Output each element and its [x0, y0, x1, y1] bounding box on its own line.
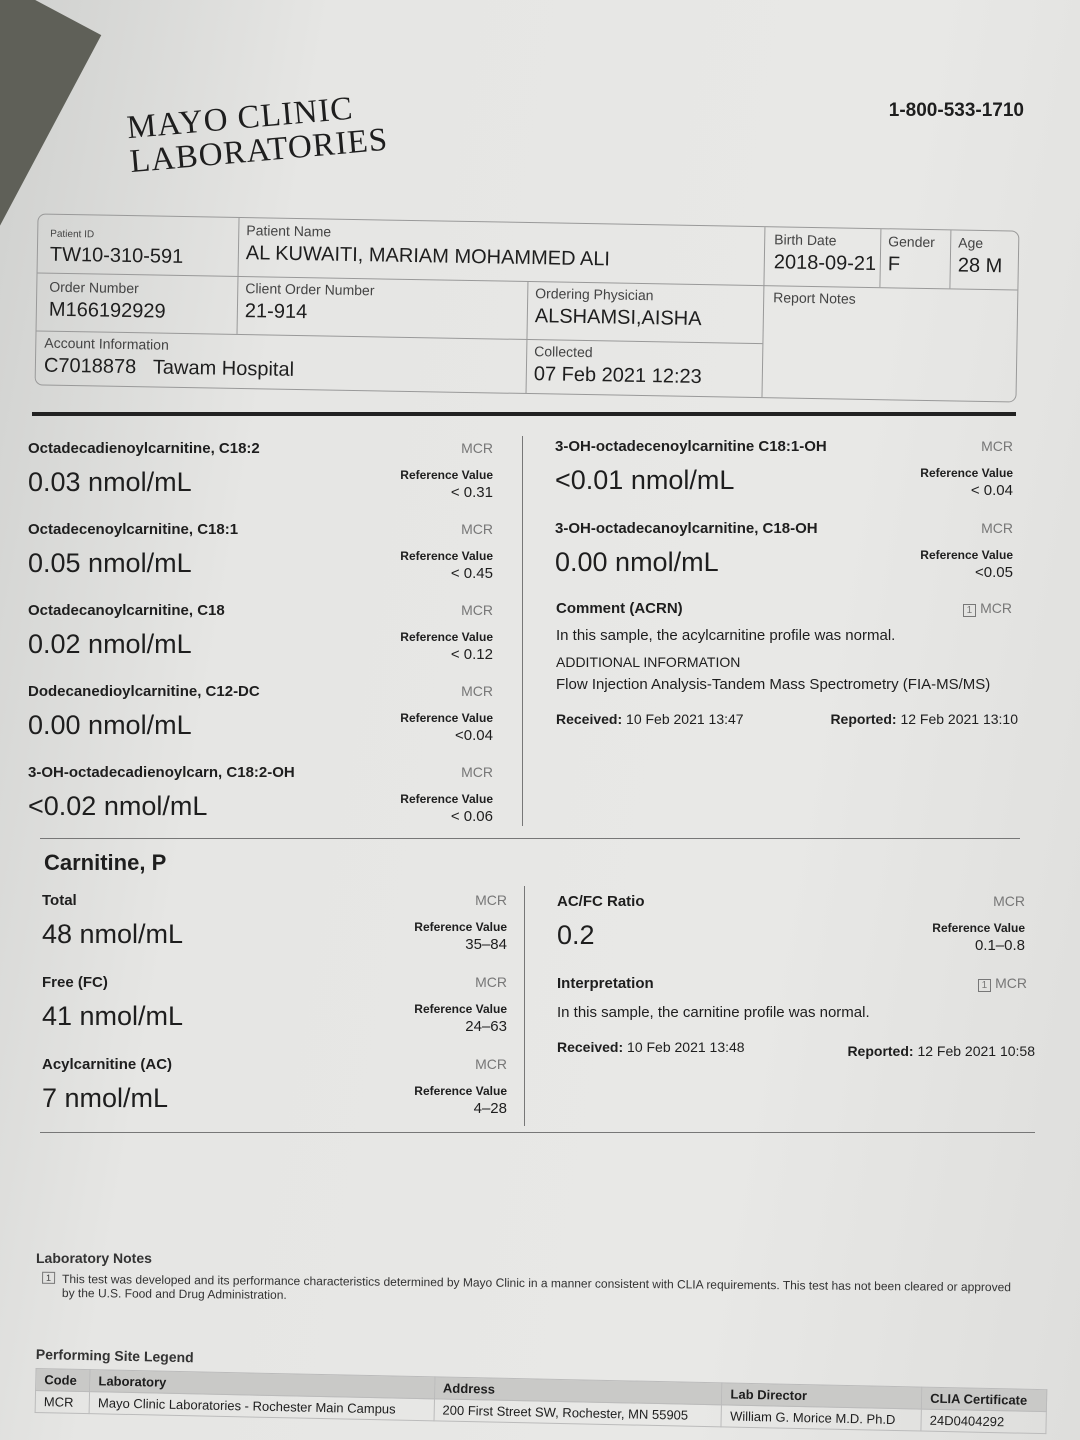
mayo-logo: MAYO CLINIC LABORATORIES [125, 90, 390, 181]
ordering-physician: ALSHAMSI,AISHA [534, 305, 702, 331]
phone-number: 1-800-533-1710 [888, 100, 1024, 121]
result-ac-fc-ratio: AC/FC Ratio 0.2 MCR Reference Value 0.1–… [557, 893, 1025, 954]
report-notes-label: Report Notes [773, 289, 856, 307]
account-info: C7018878 Tawam Hospital [43, 354, 295, 381]
performing-site-legend: Performing Site Legend Code Laboratory Add… [35, 1346, 1048, 1434]
column-divider [522, 436, 523, 826]
result-item: 3-OH-octadecenoylcarnitine C18:1-OH <0.0… [555, 438, 1013, 499]
result-item: Dodecanedioylcarnitine, C12-DC 0.00 nmol… [28, 683, 493, 744]
section-rule [32, 412, 1016, 416]
result-item: 3-OH-octadecanoylcarnitine, C18-OH 0.00 … [555, 520, 1013, 581]
birth-date: 2018-09-21 [773, 251, 877, 276]
age: 28 M [957, 254, 1003, 278]
collected-date: 07 Feb 2021 12:23 [533, 363, 702, 389]
result-item: Total 48 nmol/mL MCR Reference Value 35–… [42, 892, 507, 953]
carnitine-interpretation: Interpretation 1 MCR In this sample, the… [557, 975, 1035, 1059]
client-order-number: 21-914 [244, 300, 308, 324]
gender: F [887, 253, 901, 276]
result-item: 3-OH-octadecadienoylcarn, C18:2-OH <0.02… [28, 764, 493, 825]
order-number: M166192929 [48, 298, 166, 323]
result-item: Acylcarnitine (AC) 7 nmol/mL MCR Referen… [42, 1056, 507, 1117]
patient-name: AL KUWAITI, MARIAM MOHAMMED ALI [245, 242, 611, 271]
acyl-comment: Comment (ACRN) 1 MCR In this sample, the… [556, 600, 1018, 727]
carnitine-title: Carnitine, P [44, 850, 167, 875]
result-item: Octadecadienoylcarnitine, C18:2 0.03 nmo… [28, 440, 493, 501]
result-item: Octadecanoylcarnitine, C18 0.02 nmol/mL … [28, 602, 493, 663]
result-item: Free (FC) 41 nmol/mL MCR Reference Value… [42, 974, 507, 1035]
result-item: Octadecenoylcarnitine, C18:1 0.05 nmol/m… [28, 521, 493, 582]
patient-info-box: Patient ID TW10-310-591 Patient Name AL KU… [34, 213, 1020, 403]
laboratory-notes: Laboratory Notes 1 This test was develop… [36, 1250, 1012, 1302]
patient-id: TW10-310-591 [49, 243, 184, 268]
